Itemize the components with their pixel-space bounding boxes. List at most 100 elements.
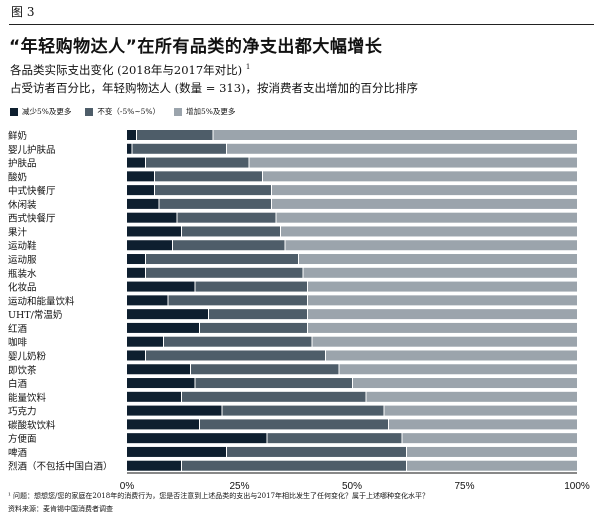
- bar-segment: [127, 391, 181, 402]
- bar-segment: [132, 143, 226, 154]
- bar-segment: [127, 171, 154, 182]
- category-label: 方便面: [8, 433, 37, 445]
- bar-segment: [127, 419, 199, 430]
- x-tick-label: 25%: [229, 481, 249, 492]
- category-label: 中式快餐厅: [8, 185, 56, 197]
- category-label: UHT/常温奶: [8, 309, 62, 321]
- bar-segment: [127, 460, 181, 471]
- category-label: 运动鞋: [8, 240, 37, 252]
- bar-segment: [209, 309, 307, 320]
- legend-swatch: [85, 107, 94, 116]
- bar-segment: [127, 198, 159, 209]
- legend-swatch: [174, 107, 183, 116]
- bar-segment: [127, 281, 195, 292]
- category-label: 西式快餐厅: [8, 213, 56, 225]
- bar-segment: [182, 226, 280, 237]
- bar-segment: [353, 378, 577, 389]
- bar-segment: [195, 378, 352, 389]
- bar-segment: [249, 157, 577, 168]
- bar-segment: [200, 419, 388, 430]
- legend-label: 增加5%及更多: [186, 107, 236, 116]
- category-label: 化妆品: [8, 282, 37, 294]
- subtitle-text: 各品类实际支出变化 (2018年与2017年对比): [10, 63, 243, 77]
- bar-segment: [389, 419, 577, 430]
- bar-segment: [127, 405, 222, 416]
- bar-segment: [127, 295, 168, 306]
- bar-segment: [407, 446, 577, 457]
- bar-segment: [407, 460, 577, 471]
- bar-segment: [127, 157, 145, 168]
- bar-segment: [195, 281, 307, 292]
- bar-segment: [308, 295, 577, 306]
- bar-segment: [182, 391, 366, 402]
- x-tick-label: 0%: [120, 481, 135, 492]
- bar-segment: [127, 446, 226, 457]
- bar-segment: [263, 171, 577, 182]
- bar-segment: [272, 198, 577, 209]
- bar-segment: [127, 350, 145, 361]
- bar-segment: [339, 364, 577, 375]
- bar-segment: [285, 240, 577, 251]
- category-label: 运动和能量饮料: [8, 295, 75, 307]
- bar-segment: [146, 267, 303, 278]
- bar-segment: [127, 130, 136, 140]
- category-label: 运动服: [8, 255, 37, 266]
- bar-segment: [127, 212, 177, 223]
- bar-segment: [191, 364, 339, 375]
- bar-segment: [155, 185, 271, 196]
- divider: [9, 24, 594, 25]
- bar-segment: [384, 405, 577, 416]
- bar-segment: [127, 226, 181, 237]
- legend-item-unchanged: 不变（-5%~5%）: [85, 106, 160, 117]
- bar-segment: [402, 433, 577, 444]
- bar-segment: [276, 212, 577, 223]
- bar-segment: [303, 267, 577, 278]
- bar-segment: [177, 212, 276, 223]
- category-label: 碳酸软饮料: [8, 419, 56, 431]
- legend-item-increase: 增加5%及更多: [174, 106, 235, 117]
- bar-segment: [267, 433, 402, 444]
- bar-segment: [127, 364, 190, 375]
- bar-segment: [146, 254, 298, 265]
- bar-segment: [127, 309, 208, 320]
- bar-segment: [127, 254, 145, 265]
- category-label: 即饮茶: [8, 364, 37, 376]
- category-label: 白酒: [8, 378, 28, 390]
- bar-segment: [127, 336, 163, 347]
- legend-item-decrease: 减少5%及更多: [10, 106, 71, 117]
- bar-segment: [366, 391, 577, 402]
- bar-segment: [173, 240, 285, 251]
- category-label: 休闲装: [8, 199, 37, 211]
- category-label: 咖啡: [8, 337, 28, 349]
- bar-segment: [127, 240, 172, 251]
- legend-label: 不变（-5%~5%）: [97, 107, 161, 116]
- chart-subtitle: 各品类实际支出变化 (2018年与2017年对比) 1: [10, 62, 250, 78]
- bar-segment: [127, 433, 267, 444]
- bar-segment: [168, 295, 307, 306]
- bar-segment: [281, 226, 577, 237]
- footnote-mark: 1: [245, 63, 251, 72]
- bar-segment: [155, 171, 262, 182]
- bar-segment: [159, 198, 271, 209]
- bar-segment: [127, 185, 154, 196]
- figure-label: 图 3: [11, 5, 35, 19]
- bar-segment: [299, 254, 577, 265]
- bar-segment: [227, 446, 406, 457]
- x-tick-label: 50%: [342, 481, 362, 492]
- bar-segment: [308, 309, 577, 320]
- category-label: 婴儿奶粉: [8, 350, 47, 362]
- category-label: 护肤品: [8, 158, 37, 170]
- bar-segment: [164, 336, 312, 347]
- bar-segment: [227, 143, 577, 154]
- footnote: ¹ 问题：想想您/您的家庭在2018年的消费行为，您是否注意到上述品类的支出与2…: [8, 492, 430, 500]
- bar-segment: [326, 350, 577, 361]
- bar-segment: [127, 267, 145, 278]
- bar-segment: [127, 143, 132, 154]
- bar-segment: [127, 322, 199, 333]
- category-label: 能量饮料: [8, 392, 47, 404]
- legend-label: 减少5%及更多: [22, 107, 72, 116]
- bar-segment: [200, 322, 307, 333]
- category-label: 酸奶: [8, 171, 27, 183]
- category-label: 鲜奶: [8, 130, 27, 142]
